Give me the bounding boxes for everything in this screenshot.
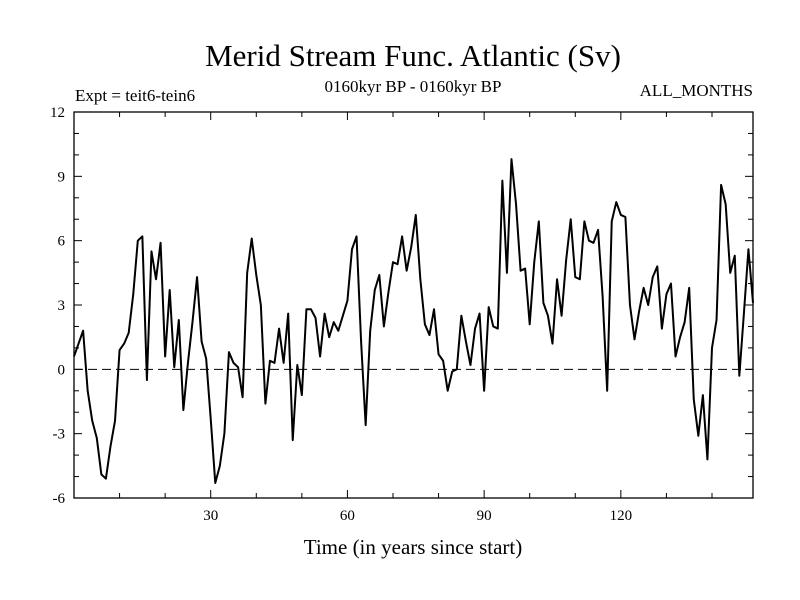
months-label: ALL_MONTHS <box>640 81 753 100</box>
x-tick-label-30: 30 <box>203 508 218 524</box>
x-axis-label: Time (in years since start) <box>304 535 523 559</box>
ticks-layer: -6 -3 0 3 6 9 12 30 60 90 120 <box>50 105 753 524</box>
series-line-0 <box>73 158 754 484</box>
y-tick-label-9: 9 <box>58 169 66 185</box>
y-tick-label-3: 3 <box>58 298 66 314</box>
y-tick-label--6: -6 <box>53 491 66 507</box>
experiment-label: Expt = teit6-tein6 <box>75 86 195 105</box>
y-tick-label-6: 6 <box>58 234 66 250</box>
x-tick-label-120: 120 <box>610 508 633 524</box>
y-tick-label-12: 12 <box>50 105 65 121</box>
y-tick-label-0: 0 <box>58 362 66 378</box>
x-tick-label-90: 90 <box>477 508 492 524</box>
x-tick-label-60: 60 <box>340 508 355 524</box>
chart-title: Merid Stream Func. Atlantic (Sv) <box>205 38 621 73</box>
time-range-label: 0160kyr BP - 0160kyr BP <box>325 77 502 96</box>
y-tick-label--3: -3 <box>53 427 66 443</box>
plot-frame <box>73 111 754 499</box>
plot-layer <box>73 158 754 484</box>
